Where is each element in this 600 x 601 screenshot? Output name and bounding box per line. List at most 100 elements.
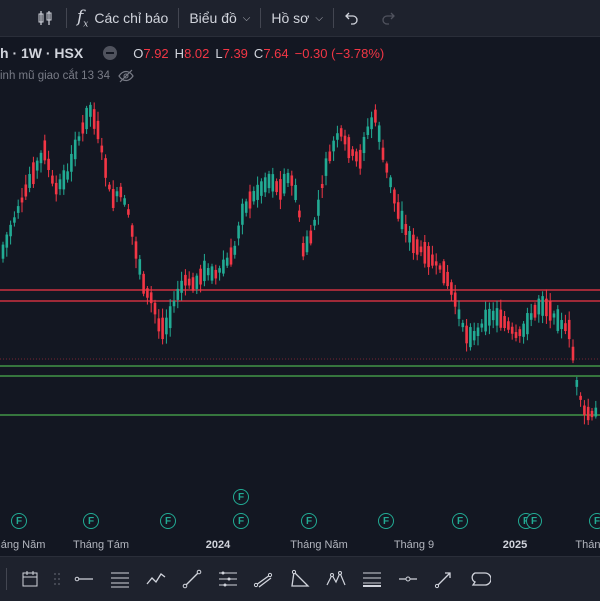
candle-body [199, 268, 202, 285]
candle-body [89, 104, 92, 117]
candle-body [96, 120, 100, 140]
eye-hidden-icon[interactable] [118, 69, 134, 83]
candles-icon[interactable] [0, 0, 66, 36]
candle-body [157, 318, 161, 332]
candle-body [324, 158, 328, 176]
candle-body [541, 296, 544, 316]
chart-menu-button[interactable]: Biểu đồ ⌵ [179, 0, 260, 36]
low-key: L [215, 45, 223, 61]
candle-body [73, 139, 77, 160]
event-marker[interactable]: F [233, 513, 249, 529]
candle-body [457, 309, 461, 319]
candle-body [290, 175, 294, 186]
low-value: 7.39 [222, 45, 248, 61]
indicator-legend: inh mũ giao cắt 13 34 [0, 69, 134, 83]
candle-body [134, 241, 138, 259]
indicators-button[interactable]: fx Các chỉ báo [67, 0, 178, 36]
toolbar-divider [66, 8, 67, 28]
candle-body [423, 241, 427, 264]
candle-body [548, 300, 552, 321]
candle-body [472, 331, 476, 341]
candle-body [499, 309, 503, 328]
price-range-icon[interactable] [390, 561, 426, 597]
candle-body [347, 137, 351, 159]
candle-body [526, 313, 529, 335]
candle-body [146, 288, 149, 298]
arrow-icon[interactable] [426, 561, 462, 597]
candle-body [149, 292, 153, 304]
candle-body [366, 126, 370, 136]
event-marker[interactable]: F [233, 489, 249, 505]
profile-menu-button[interactable]: Hồ sơ ⌵ [261, 0, 333, 36]
redo-button[interactable] [370, 0, 406, 36]
chevron-down-icon: ⌵ [315, 12, 323, 24]
candle-body [476, 327, 480, 336]
candle-body [294, 184, 297, 201]
candle-body [336, 133, 339, 140]
time-axis[interactable]: háng Năm Tháng Tám 2024 Tháng Năm Tháng … [0, 535, 600, 555]
event-marker[interactable]: F [378, 513, 394, 529]
candle-body [450, 282, 453, 295]
candle-body [256, 184, 259, 200]
candle-body [233, 245, 237, 255]
event-marker[interactable]: F [452, 513, 468, 529]
drag-handle-icon[interactable] [48, 561, 66, 597]
trend-path-icon[interactable] [138, 561, 174, 597]
candle-body [165, 317, 168, 335]
candle-body [507, 321, 510, 330]
candle-body [332, 140, 335, 152]
open-value: 7.92 [143, 45, 169, 61]
candle-body [39, 152, 43, 164]
event-marker[interactable]: F [526, 513, 542, 529]
fib-icon[interactable] [354, 561, 390, 597]
candle-body [58, 179, 62, 190]
triangle-icon[interactable] [282, 561, 318, 597]
candle-body [564, 323, 567, 332]
time-axis-label: 2024 [205, 539, 231, 551]
candle-body [309, 230, 313, 244]
price-chart[interactable] [0, 37, 600, 554]
event-marker[interactable]: F [301, 513, 317, 529]
source-dot-icon[interactable] [103, 46, 118, 60]
callout-icon[interactable] [462, 561, 498, 597]
chart-menu-label: Biểu đồ [189, 10, 237, 26]
channel-icon[interactable] [246, 561, 282, 597]
candle-body [545, 298, 548, 317]
candle-body [263, 177, 267, 193]
candle-body [438, 265, 442, 270]
undo-icon [345, 12, 358, 25]
ray-table-icon[interactable] [210, 561, 246, 597]
symbol-label[interactable]: h · 1W · HSX [0, 45, 84, 61]
event-marker[interactable]: F [83, 513, 99, 529]
close-key: C [253, 45, 264, 61]
candle-body [130, 225, 134, 237]
trend-line-icon[interactable] [174, 561, 210, 597]
calendar-icon[interactable] [12, 561, 48, 597]
candle-body [495, 308, 499, 326]
candle-body [537, 298, 541, 315]
candle-body [35, 160, 39, 171]
symbol-legend: h · 1W · HSX O7.92 H8.02 L7.39 C7.64 −0.… [0, 45, 384, 61]
indicator-label[interactable]: inh mũ giao cắt 13 34 [0, 70, 110, 82]
candle-body [51, 175, 54, 184]
pattern-icon[interactable] [318, 561, 354, 597]
event-marker[interactable]: F [589, 513, 600, 529]
candle-body [104, 158, 107, 178]
multi-line-icon[interactable] [102, 561, 138, 597]
candle-body [20, 197, 24, 203]
horizontal-line-icon[interactable] [66, 561, 102, 597]
candle-body [214, 269, 218, 279]
candle-body [358, 149, 362, 169]
candle-body [5, 234, 9, 248]
event-marker[interactable]: F [160, 513, 176, 529]
candle-body [370, 117, 373, 130]
candle-body [218, 268, 221, 273]
candle-body [594, 407, 598, 417]
indicators-label: Các chỉ báo [94, 10, 169, 26]
candle-body [267, 173, 271, 189]
candle-body [279, 179, 282, 200]
candle-body [180, 280, 183, 293]
undo-button[interactable] [334, 0, 370, 36]
candle-body [567, 319, 571, 340]
event-marker[interactable]: F [11, 513, 27, 529]
